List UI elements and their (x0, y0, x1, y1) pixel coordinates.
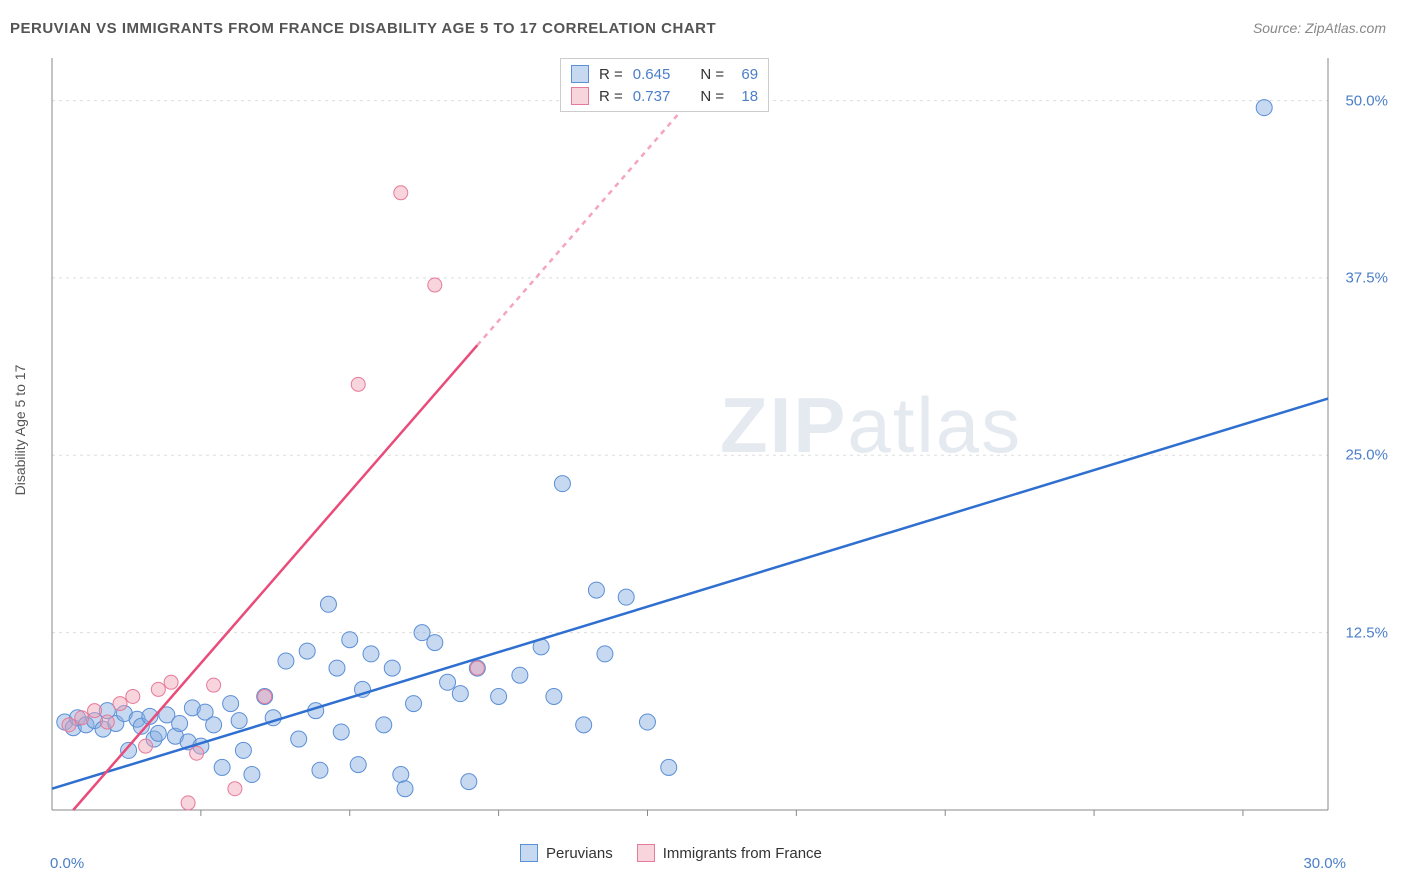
source-name: ZipAtlas.com (1305, 20, 1386, 36)
legend-swatch (637, 844, 655, 862)
x-max-label: 30.0% (1303, 855, 1346, 872)
r-label: R = (599, 66, 623, 83)
series-legend-label: Immigrants from France (663, 845, 822, 862)
series-legend-label: Peruvians (546, 845, 613, 862)
y-tick-label: 12.5% (1345, 624, 1388, 641)
y-tick-label: 37.5% (1345, 269, 1388, 286)
r-value: 0.645 (633, 66, 671, 83)
correlation-legend-row: R = 0.737 N = 18 (571, 85, 758, 107)
series-legend-item: Peruvians (520, 844, 613, 862)
r-label: R = (599, 88, 623, 105)
y-tick-label: 50.0% (1345, 92, 1388, 109)
series-legend-item: Immigrants from France (637, 844, 822, 862)
scatter-chart (50, 50, 1330, 820)
source-attribution: Source: ZipAtlas.com (1253, 20, 1386, 36)
chart-container: PERUVIAN VS IMMIGRANTS FROM FRANCE DISAB… (0, 0, 1406, 892)
chart-title: PERUVIAN VS IMMIGRANTS FROM FRANCE DISAB… (10, 20, 716, 37)
legend-swatch (571, 87, 589, 105)
n-value: 69 (734, 66, 758, 83)
correlation-legend-row: R = 0.645 N = 69 (571, 63, 758, 85)
source-prefix: Source: (1253, 20, 1305, 36)
x-origin-label: 0.0% (50, 855, 84, 872)
r-value: 0.737 (633, 88, 671, 105)
legend-swatch (571, 65, 589, 83)
n-value: 18 (734, 88, 758, 105)
y-tick-label: 25.0% (1345, 447, 1388, 464)
y-axis-label: Disability Age 5 to 17 (12, 365, 28, 496)
plot-area (50, 50, 1330, 820)
n-label: N = (700, 88, 724, 105)
n-label: N = (700, 66, 724, 83)
correlation-legend: R = 0.645 N = 69 R = 0.737 N = 18 (560, 58, 769, 112)
legend-swatch (520, 844, 538, 862)
series-legend: Peruvians Immigrants from France (520, 844, 822, 862)
